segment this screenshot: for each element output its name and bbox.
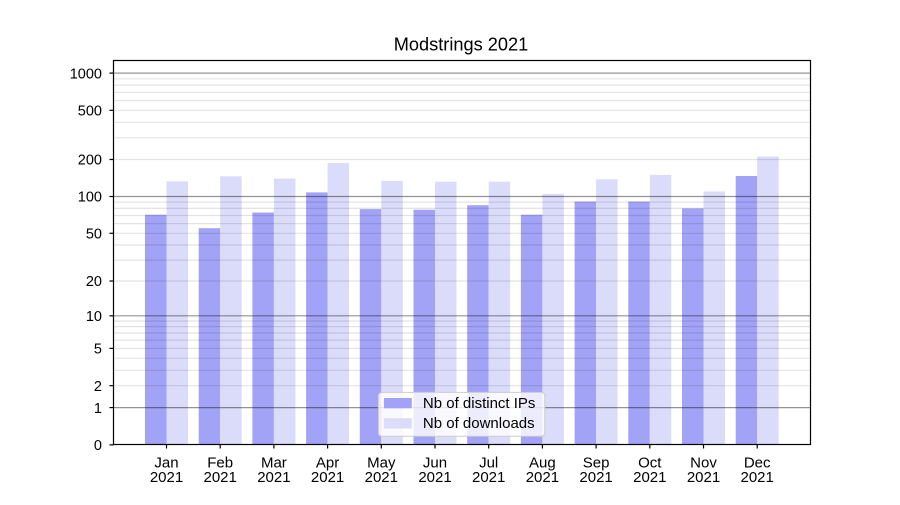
svg-text:2021: 2021 — [365, 469, 398, 486]
svg-text:2021: 2021 — [204, 469, 237, 486]
svg-text:Mar: Mar — [261, 454, 287, 471]
svg-text:2021: 2021 — [526, 469, 559, 486]
svg-text:Aug: Aug — [529, 454, 556, 471]
svg-text:Oct: Oct — [638, 454, 662, 471]
svg-text:2: 2 — [94, 379, 102, 395]
svg-text:5: 5 — [94, 342, 102, 358]
svg-text:2021: 2021 — [150, 469, 183, 486]
svg-text:500: 500 — [78, 104, 102, 120]
svg-text:200: 200 — [78, 153, 102, 169]
svg-text:2021: 2021 — [257, 469, 290, 486]
svg-text:10: 10 — [86, 309, 102, 325]
svg-text:Jun: Jun — [423, 454, 447, 471]
svg-text:50: 50 — [86, 227, 102, 243]
svg-text:Jan: Jan — [154, 454, 178, 471]
svg-text:Apr: Apr — [316, 454, 339, 471]
svg-text:2021: 2021 — [472, 469, 505, 486]
svg-text:May: May — [367, 454, 396, 471]
svg-text:Feb: Feb — [207, 454, 233, 471]
svg-text:1000: 1000 — [70, 66, 102, 82]
svg-text:Nb of downloads: Nb of downloads — [423, 415, 535, 432]
svg-text:0: 0 — [94, 438, 102, 454]
svg-text:Modstrings 2021: Modstrings 2021 — [394, 35, 528, 55]
svg-text:1: 1 — [94, 401, 102, 417]
svg-text:Dec: Dec — [744, 454, 771, 471]
svg-text:2021: 2021 — [633, 469, 666, 486]
svg-text:2021: 2021 — [741, 469, 774, 486]
svg-text:100: 100 — [78, 190, 102, 206]
svg-text:2021: 2021 — [418, 469, 451, 486]
svg-text:Nov: Nov — [690, 454, 717, 471]
svg-text:Nb of distinct IPs: Nb of distinct IPs — [423, 395, 536, 412]
svg-text:Sep: Sep — [583, 454, 610, 471]
svg-text:20: 20 — [86, 274, 102, 290]
svg-text:2021: 2021 — [579, 469, 612, 486]
svg-text:Jul: Jul — [479, 454, 498, 471]
svg-text:2021: 2021 — [311, 469, 344, 486]
svg-text:2021: 2021 — [687, 469, 720, 486]
